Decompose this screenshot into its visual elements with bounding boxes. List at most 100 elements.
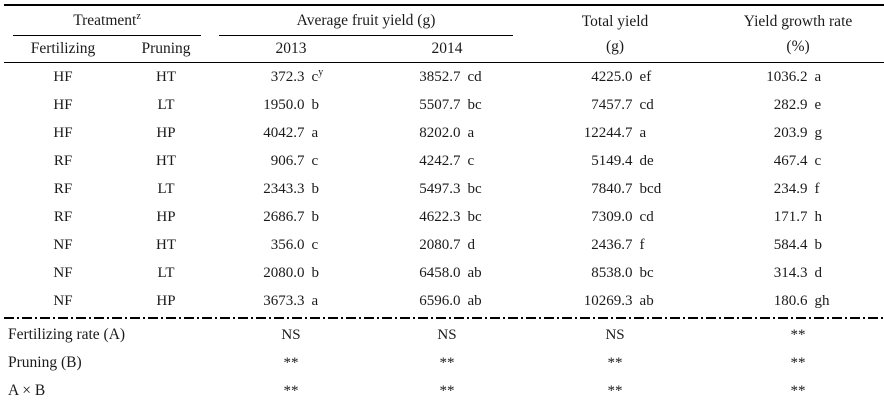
cell-growth-rate: 234.9 f [773,180,820,197]
cell-growth-rate: 180.6 gh [773,292,830,309]
stat-label: A × B [8,382,46,399]
stat-growth: ** [790,326,806,343]
cell-pruning: HP [156,292,176,309]
stat-growth: ** [790,354,806,371]
avg-yield-underline: Average fruit yield (g) [219,12,514,36]
cell-growth-rate: 584.4 b [773,236,823,253]
table-row: HF LT 1950.0 b 5507.7 bc 7457.7 cd 282.9 e [4,91,884,119]
cell-2014: 6458.0 ab [419,264,482,281]
cell-2014: 3852.7 cd [419,68,482,85]
footnote-mark-y: y [318,66,324,78]
stat-2014: NS [437,326,457,343]
total-yield-unit: (g) [605,38,625,56]
col-header-yield-growth-rate: Yield growth rate (%) [708,5,884,63]
col-header-fertilizing: Fertilizing [4,36,122,63]
cell-growth-rate: 203.9 g [773,124,823,141]
cell-total-yield: 4225.0 ef [591,68,652,85]
stat-row: Pruning (B) ** ** ** ** [4,349,884,377]
stat-2014: ** [439,354,455,371]
cell-2014: 5507.7 bc [419,96,482,113]
cell-pruning: HT [156,68,176,85]
cell-growth-rate: 282.9 e [773,96,822,113]
dash-dot-divider [4,317,884,319]
cell-2013: 356.0 c [270,236,319,253]
col-header-2014: 2014 [372,36,523,63]
cell-total-yield: 12244.7 a [583,124,647,141]
cell-total-yield: 10269.3 ab [583,292,654,309]
stat-label: Pruning (B) [8,354,82,371]
cell-2013: 3673.3 a [263,292,319,309]
table-row: NF HP 3673.3 a 6596.0 ab 10269.3 ab 180.6 gh [4,287,884,315]
avg-yield-label: Average fruit yield (g) [296,12,436,29]
cell-2014: 2080.7 d [419,236,476,253]
cell-pruning: LT [157,264,175,281]
table-row: RF HP 2686.7 b 4622.3 bc 7309.0 cd 171.7 h [4,203,884,231]
cell-2014: 8202.0 a [419,124,475,141]
cell-total-yield: 8538.0 bc [591,264,654,281]
table-row: HF HT 372.3 cy 3852.7 cd 4225.0 ef 1036.2 a [4,63,884,92]
col-header-2013: 2013 [210,36,373,63]
table-row: RF LT 2343.3 b 5497.3 bc 7840.7 bcd 234.9 f [4,175,884,203]
cell-total-yield: 5149.4 de [591,152,654,169]
cell-pruning: LT [157,96,175,113]
treatment-underline: Treatmentz [13,10,202,36]
col-header-avg-fruit-yield: Average fruit yield (g) [210,5,522,36]
treatment-footnote-mark: z [136,10,141,22]
cell-growth-rate: 171.7 h [773,208,823,225]
cell-2014: 4622.3 bc [419,208,482,225]
cell-2013: 2686.7 b [263,208,320,225]
cell-2013: 4042.7 a [263,124,319,141]
stat-2013: NS [281,326,301,343]
dash-separator-row [4,315,884,321]
stat-row: A × B ** ** ** ** [4,377,884,405]
cell-2013: 372.3 cy [270,66,324,85]
col-header-total-yield: Total yield (g) [522,5,709,63]
cell-total-yield: 2436.7 f [591,236,645,253]
cell-pruning: HP [156,124,176,141]
cell-2013: 1950.0 b [263,96,320,113]
cell-2014: 4242.7 c [419,152,475,169]
page: Treatmentz Average fruit yield (g) Total… [4,0,884,405]
cell-pruning: LT [157,180,175,197]
growth-rate-unit: (%) [786,38,810,56]
cell-fertilizing: HF [53,68,73,85]
total-yield-label: Total yield [581,13,649,31]
cell-2013: 2080.0 b [263,264,320,281]
stat-total: NS [605,326,625,343]
cell-fertilizing: NF [53,292,73,309]
cell-total-yield: 7457.7 cd [591,96,654,113]
cell-2014: 6596.0 ab [419,292,482,309]
cell-2013: 906.7 c [270,152,319,169]
col-header-treatment: Treatmentz [4,5,210,36]
table-body: HF HT 372.3 cy 3852.7 cd 4225.0 ef 1036.2 a … [4,63,884,405]
cell-fertilizing: RF [53,152,73,169]
fruit-yield-table: Treatmentz Average fruit yield (g) Total… [4,4,884,405]
table-row: NF HT 356.0 c 2080.7 d 2436.7 f 584.4 b [4,231,884,259]
cell-pruning: HT [156,236,176,253]
cell-fertilizing: HF [53,124,73,141]
cell-total-yield: 7309.0 cd [591,208,654,225]
cell-fertilizing: RF [53,180,73,197]
stat-growth: ** [790,382,806,399]
stat-total: ** [607,354,623,371]
table-row: RF HT 906.7 c 4242.7 c 5149.4 de 467.4 c [4,147,884,175]
cell-pruning: HP [156,208,176,225]
table-row: NF LT 2080.0 b 6458.0 ab 8538.0 bc 314.3 d [4,259,884,287]
cell-growth-rate: 467.4 c [773,152,822,169]
cell-fertilizing: NF [53,264,73,281]
stat-2014: ** [439,382,455,399]
header-group-row: Treatmentz Average fruit yield (g) Total… [4,5,884,63]
cell-growth-rate: 1036.2 a [766,68,822,85]
stat-total: ** [607,382,623,399]
header-sub-row: Fertilizing Pruning 2013 2014 [4,36,884,63]
stat-2013: ** [283,382,299,399]
cell-fertilizing: NF [53,236,73,253]
stat-row: Fertilizing rate (A) NS NS NS ** [4,321,884,349]
cell-fertilizing: HF [53,96,73,113]
table-header: Treatmentz Average fruit yield (g) Total… [4,5,884,63]
cell-total-yield: 7840.7 bcd [591,180,662,197]
stat-2013: ** [283,354,299,371]
cell-pruning: HT [156,152,176,169]
cell-fertilizing: RF [53,208,73,225]
treatment-label: Treatment [73,12,137,29]
